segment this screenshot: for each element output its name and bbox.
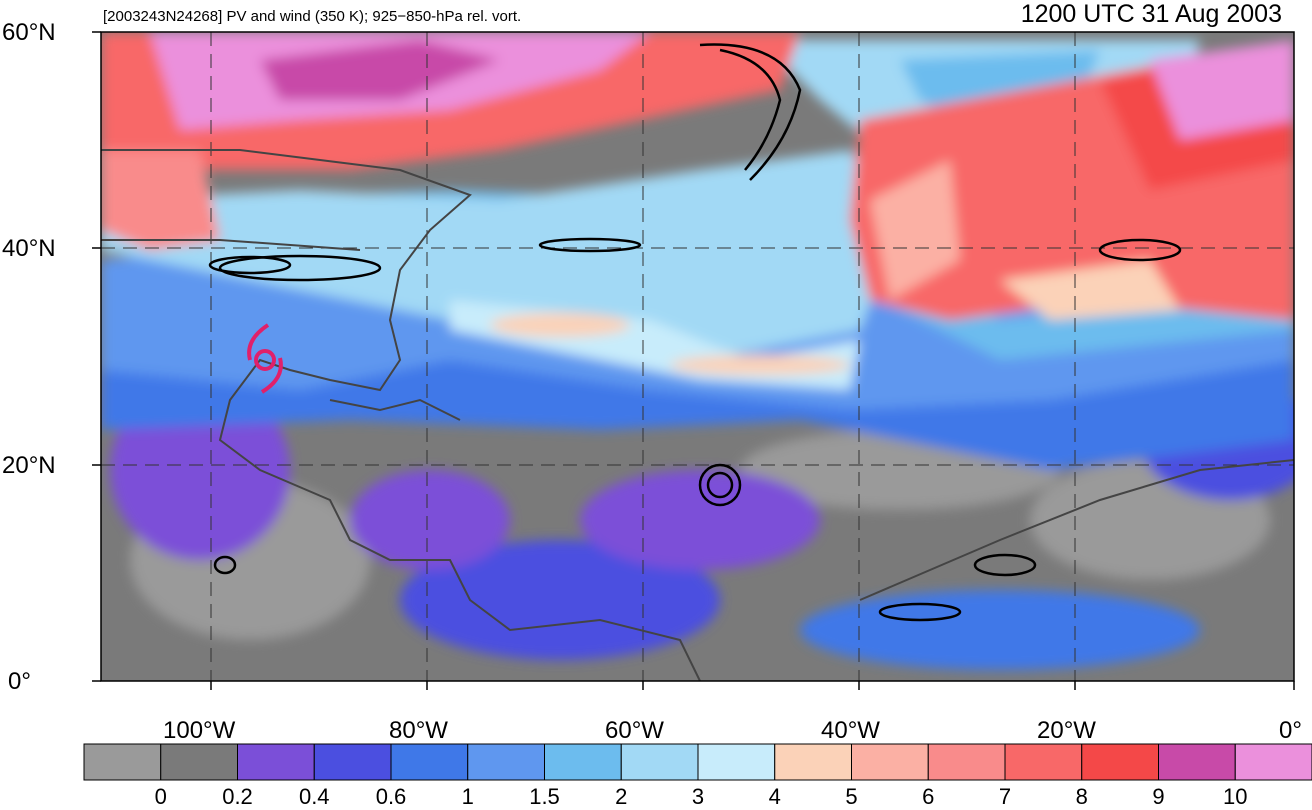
colorbar-swatch — [83, 743, 162, 781]
colorbar-swatch — [160, 743, 238, 781]
colorbar-label: 7 — [998, 784, 1012, 809]
colorbar-swatch — [620, 743, 699, 781]
coastline — [101, 149, 1294, 681]
lat-label-40n: 40°N — [2, 235, 56, 262]
colorbar-label: 0.2 — [222, 784, 253, 809]
colorbar-label: 9 — [1152, 784, 1165, 809]
storm-symbol — [247, 323, 283, 394]
colorbar-label: 10 — [1223, 784, 1248, 809]
colorbar-label: 4 — [768, 784, 781, 809]
colorbar-swatch — [697, 743, 776, 781]
valid-time-label: 1200 UTC 31 Aug 2003 — [1020, 0, 1282, 28]
colorbar-swatch — [1158, 743, 1236, 781]
colorbar-label: 1.5 — [529, 784, 560, 809]
colorbar-label: 3 — [691, 784, 705, 809]
colorbar-label: 0 — [154, 784, 167, 809]
colorbar-swatch — [1234, 743, 1312, 781]
colorbar-swatch — [927, 743, 1006, 781]
lat-label-0: 0° — [8, 668, 31, 695]
colorbar-swatch — [1004, 743, 1083, 781]
lon-label-20w: 20°W — [1037, 717, 1096, 744]
lon-label-60w: 60°W — [605, 717, 664, 744]
map-field — [101, 32, 1294, 681]
colorbar-label: 8 — [1075, 784, 1088, 809]
lon-label-40w: 40°W — [821, 717, 880, 744]
lon-label-0: 0° — [1279, 717, 1302, 744]
colorbar-swatch — [774, 743, 852, 781]
colorbar-label: 2 — [615, 784, 628, 809]
colorbar-label: 5 — [845, 784, 858, 809]
colorbar-label: 0.4 — [298, 784, 330, 809]
colorbar-label: 6 — [922, 784, 935, 809]
colorbar-swatch — [390, 743, 469, 781]
colorbar-swatch — [1081, 743, 1159, 781]
colorbar-swatch — [544, 743, 622, 781]
lon-label-80w: 80°W — [389, 717, 448, 744]
vorticity-contours — [208, 43, 1182, 622]
lat-label-60n: 60°N — [2, 19, 56, 46]
colorbar-label: 0.6 — [375, 784, 407, 809]
colorbar-label: 1 — [461, 784, 474, 809]
colorbar-swatch — [237, 743, 315, 781]
lon-label-100w: 100°W — [163, 717, 236, 744]
page-title: [2003243N24268] PV and wind (350 K); 925… — [103, 8, 522, 25]
colorbar-swatch — [467, 743, 545, 781]
lat-label-20n: 20°N — [2, 452, 56, 479]
colorbar-swatch — [313, 743, 392, 781]
colorbar-swatch — [851, 743, 929, 781]
